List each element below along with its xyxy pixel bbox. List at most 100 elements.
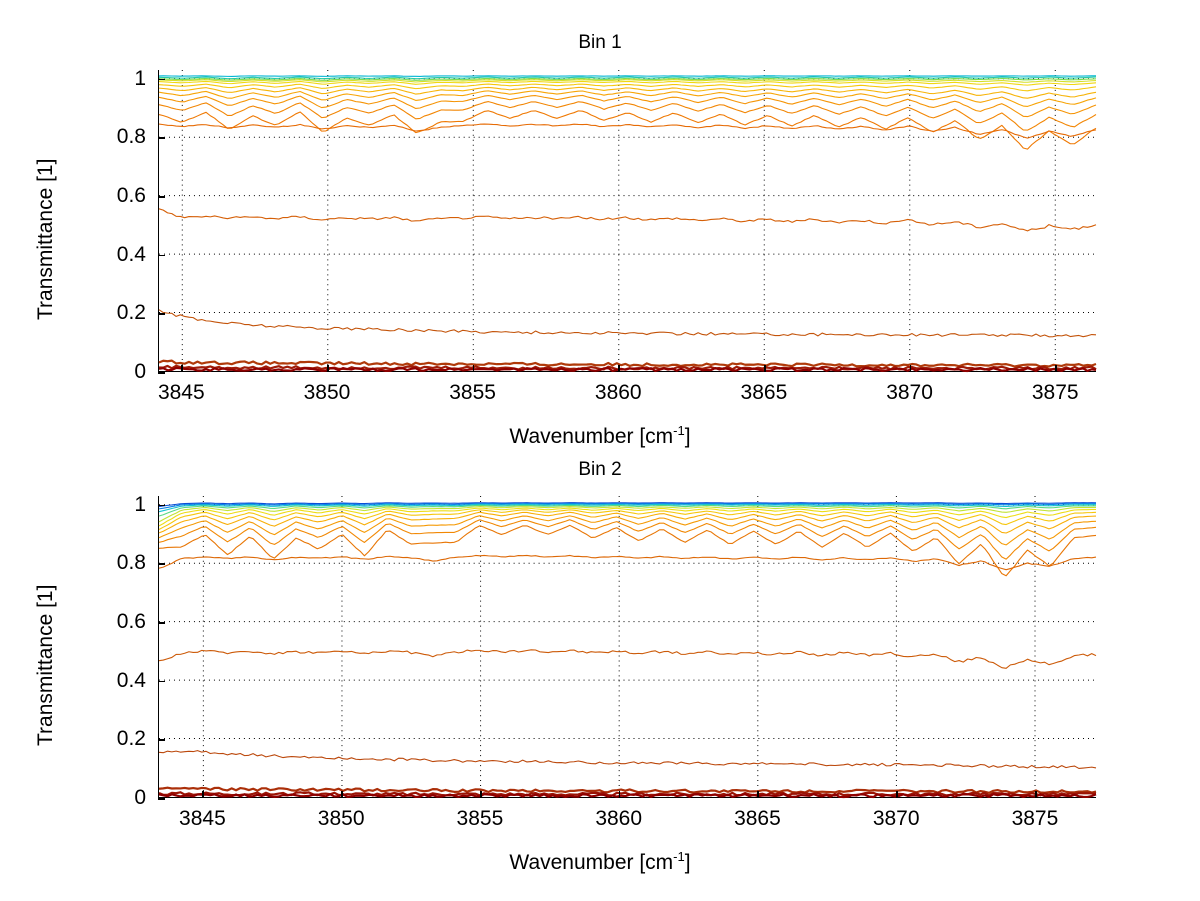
spectrum-curve — [158, 83, 1097, 92]
x-axis-label-text: Wavenumber [cm — [509, 425, 674, 448]
x-tick-label: 3870 — [872, 807, 920, 830]
y-tick-mark — [158, 196, 165, 198]
y-tick-mark — [158, 739, 165, 741]
y-tick-mark — [158, 622, 165, 624]
y-tick-mark — [158, 680, 165, 683]
spectrum-curve — [158, 505, 1097, 523]
x-axis-label-exponent: -1 — [673, 423, 685, 438]
y-tick-label: 0.2 — [116, 727, 146, 751]
plot-lines-bin-2 — [158, 496, 1097, 799]
x-tick-mark — [763, 365, 766, 372]
y-tick-mark — [158, 137, 165, 140]
x-tick-mark — [181, 365, 183, 372]
spectrum-curve — [158, 511, 1097, 534]
panel-title-bin-2: Bin 2 — [578, 459, 622, 480]
x-tick-label: 3875 — [1031, 381, 1079, 404]
x-axis-label-bin-2: Wavenumber [cm-1] — [0, 849, 1200, 875]
x-tick-mark — [202, 791, 204, 798]
y-tick-mark — [158, 798, 165, 800]
x-tick-mark — [326, 365, 329, 372]
x-tick-label: 3865 — [740, 381, 788, 404]
y-tick-mark — [158, 504, 165, 507]
y-tick-label: 0.4 — [116, 668, 146, 692]
y-axis-label-bin-1: Transmittance [1] — [34, 158, 57, 320]
spectrum-curve — [158, 366, 1097, 373]
y-tick-label: 0 — [134, 360, 146, 383]
spectrum-curve — [158, 110, 1097, 150]
y-tick-mark — [158, 254, 165, 257]
spectrum-curve — [158, 309, 1097, 338]
x-tick-mark — [896, 791, 898, 798]
y-tick-label: 0.8 — [116, 125, 146, 149]
x-tick-mark — [1034, 791, 1037, 798]
spectrum-curve — [158, 524, 1097, 577]
spectrum-curve — [158, 80, 1097, 86]
x-tick-mark — [618, 365, 620, 372]
y-tick-label: 0.6 — [116, 184, 146, 208]
x-tick-label: 3845 — [179, 807, 226, 830]
spectrum-curve — [158, 554, 1097, 571]
spectrum-curve — [158, 503, 1097, 513]
spectrum-curve — [158, 792, 1097, 799]
spectrum-curve — [158, 101, 1097, 131]
spectrum-curve — [158, 649, 1097, 669]
spectrum-curve — [158, 502, 1097, 508]
spectrum-curve — [158, 94, 1097, 118]
y-tick-label: 1 — [134, 66, 146, 90]
plot-area-bin-2 — [158, 496, 1097, 799]
spectrum-curve — [158, 208, 1097, 232]
spectrum-curve — [158, 786, 1097, 794]
y-tick-label: 0 — [134, 786, 146, 809]
x-axis-label-text: Wavenumber [cm — [509, 851, 674, 874]
spectrum-curve — [158, 504, 1097, 517]
chart-panel-bin-2: Bin 2 0 0.2 0.4 0.6 0.8 1 3845 3850 3855 3860 386… — [0, 446, 1200, 901]
y-tick-label: 0.8 — [116, 551, 146, 575]
spectrum-curve — [158, 90, 1097, 107]
plot-lines-bin-1 — [158, 70, 1097, 373]
spectrum-curve — [158, 79, 1097, 83]
spectrum-curve — [158, 76, 1097, 80]
x-axis-label-tail: ] — [684, 425, 691, 448]
plot-area-bin-1 — [158, 70, 1097, 373]
x-tick-label: 3860 — [594, 381, 642, 404]
x-tick-label: 3850 — [303, 381, 351, 404]
x-tick-label: 3865 — [734, 807, 781, 830]
x-tick-label: 3845 — [157, 381, 205, 404]
panel-title-bin-1: Bin 1 — [578, 32, 622, 53]
y-tick-label: 0.6 — [116, 610, 146, 634]
y-tick-label: 1 — [134, 492, 146, 516]
x-tick-mark — [618, 791, 621, 798]
spectrum-curve — [158, 86, 1097, 99]
spectrum-curve — [158, 515, 1097, 546]
x-tick-mark — [479, 791, 482, 798]
x-tick-label: 3850 — [317, 807, 365, 830]
spectrum-curve — [158, 123, 1097, 139]
y-tick-label: 0.4 — [116, 242, 146, 266]
x-tick-mark — [472, 365, 475, 372]
x-axis-label-exponent: -1 — [673, 849, 685, 864]
x-tick-label: 3870 — [886, 381, 933, 404]
x-tick-label: 3860 — [595, 807, 643, 830]
y-tick-label: 0.2 — [116, 301, 146, 325]
spectrum-curve — [158, 75, 1097, 77]
x-axis-label-tail: ] — [684, 851, 691, 874]
spectrum-curve — [158, 77, 1097, 81]
x-tick-mark — [341, 791, 343, 798]
x-tick-mark — [1055, 365, 1057, 372]
y-tick-mark — [158, 78, 165, 81]
spectrum-curve — [158, 507, 1097, 527]
y-tick-mark — [158, 313, 165, 315]
x-axis-label-bin-1: Wavenumber [cm-1] — [0, 423, 1200, 449]
spectrum-curve — [158, 750, 1097, 769]
spectrum-curve — [158, 502, 1097, 510]
spectrum-curve — [158, 519, 1097, 560]
y-tick-mark — [158, 563, 165, 566]
x-tick-mark — [909, 365, 912, 372]
x-tick-label: 3855 — [449, 381, 496, 404]
x-tick-label: 3875 — [1011, 807, 1059, 830]
spectrum-curve — [158, 509, 1097, 531]
spectrum-curve — [158, 359, 1097, 368]
y-axis-label-bin-2: Transmittance [1] — [34, 584, 57, 746]
x-tick-label: 3855 — [456, 807, 504, 830]
